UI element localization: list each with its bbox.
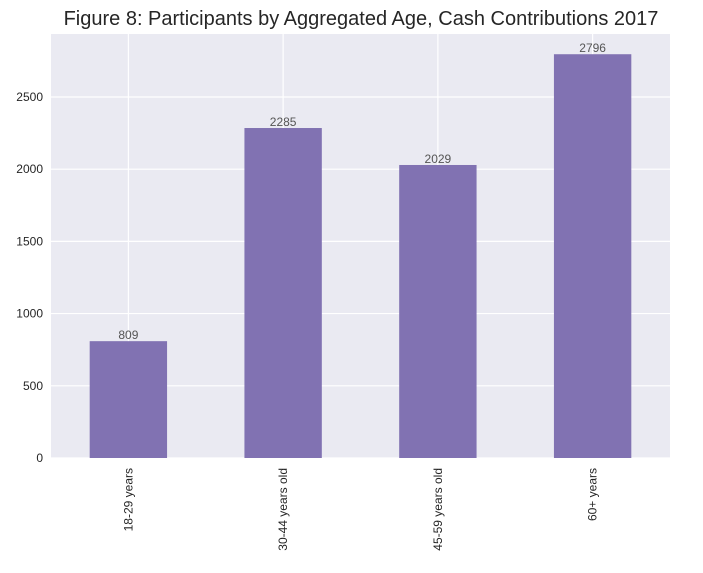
y-axis-ticks: 0 500 1000 1500 2000 2500 bbox=[16, 90, 43, 465]
y-tick-label: 0 bbox=[36, 451, 43, 465]
y-tick-label: 2000 bbox=[16, 162, 43, 176]
bar-1 bbox=[89, 341, 168, 458]
x-tick-label: 18-29 years bbox=[121, 468, 135, 531]
bar-4 bbox=[553, 54, 632, 458]
bar-2 bbox=[244, 128, 322, 459]
y-tick-label: 500 bbox=[23, 379, 43, 393]
x-axis-ticks: 18-29 years 30-44 years old 45-59 years ol… bbox=[121, 468, 599, 551]
data-label-4: 2796 bbox=[579, 41, 606, 55]
x-tick-label: 30-44 years old bbox=[276, 468, 290, 551]
x-tick-label: 60+ years bbox=[586, 468, 600, 521]
bar-3 bbox=[399, 164, 477, 459]
data-label-2: 2285 bbox=[270, 115, 297, 129]
y-tick-label: 2500 bbox=[16, 90, 43, 104]
y-tick-label: 1500 bbox=[16, 234, 43, 248]
data-labels: 809 2285 2029 2796 bbox=[118, 41, 606, 342]
data-label-3: 2029 bbox=[425, 152, 452, 166]
data-label-1: 809 bbox=[118, 328, 138, 342]
chart-title: Figure 8: Participants by Aggregated Age… bbox=[64, 8, 659, 30]
bars bbox=[89, 54, 632, 459]
y-tick-label: 1000 bbox=[16, 307, 43, 321]
x-tick-label: 45-59 years old bbox=[431, 468, 445, 551]
